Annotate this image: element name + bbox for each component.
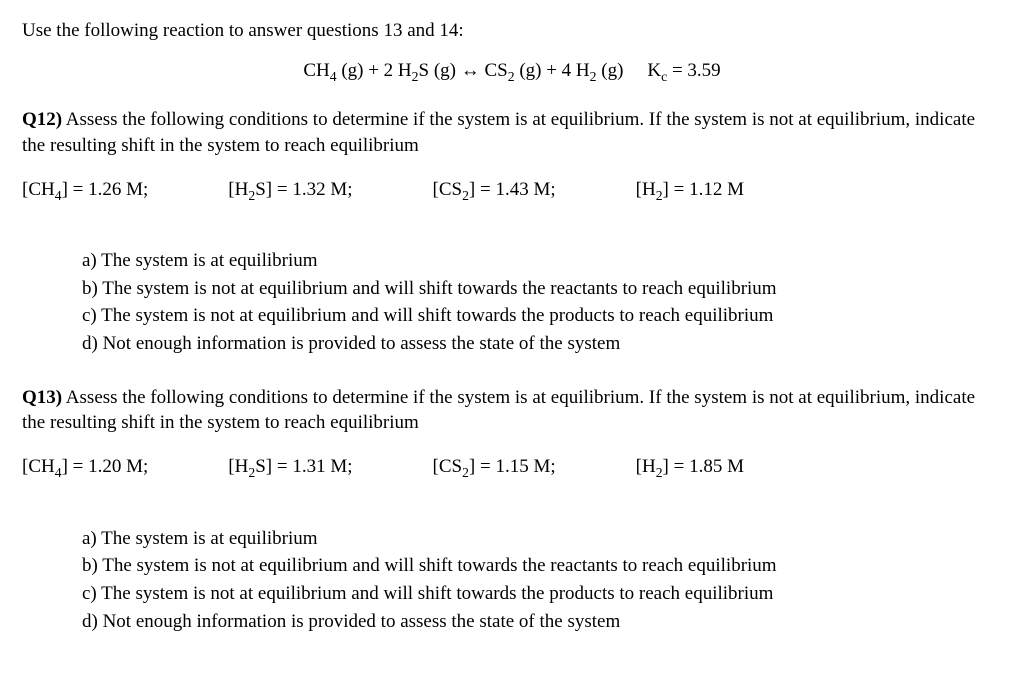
q12-prompt: Q12) Assess the following conditions to … [22, 107, 1002, 158]
conc-ch4: [CH4] = 1.26 M; [22, 177, 148, 203]
conc-cs2: [CS2] = 1.15 M; [433, 454, 556, 480]
eq-part: (g) + 2 H [337, 60, 412, 81]
val: S] = 1.31 M; [255, 456, 352, 477]
lbl: [H [228, 456, 248, 477]
q12-options: a) The system is at equilibrium b) The s… [82, 248, 1002, 357]
lbl-sub: 2 [462, 465, 469, 480]
lbl: [CS [433, 179, 463, 200]
option-a: a) The system is at equilibrium [82, 526, 1002, 552]
eq-part: (g) [597, 60, 624, 81]
lbl: [H [636, 179, 656, 200]
val: ] = 1.26 M; [62, 179, 149, 200]
lbl-sub: 2 [656, 187, 663, 202]
conc-h2: [H2] = 1.12 M [636, 177, 744, 203]
option-c: c) The system is not at equilibrium and … [82, 303, 1002, 329]
val: ] = 1.43 M; [469, 179, 556, 200]
conc-h2s: [H2S] = 1.31 M; [228, 454, 352, 480]
eq-part: CH [303, 60, 329, 81]
q12-concentrations: [CH4] = 1.26 M; [H2S] = 1.32 M; [CS2] = … [22, 177, 1002, 203]
eq-part: (g) + 4 H [515, 60, 590, 81]
lbl-sub: 4 [55, 187, 62, 202]
eq-sub: 2 [590, 68, 597, 83]
lbl: [H [636, 456, 656, 477]
eq-sub: 2 [412, 68, 419, 83]
kc-label: K [647, 60, 661, 81]
eq-sub: 4 [330, 68, 337, 83]
val: ] = 1.12 M [663, 179, 744, 200]
lbl-sub: 2 [656, 465, 663, 480]
q12-text: Assess the following conditions to deter… [22, 109, 975, 156]
lbl-sub: 4 [55, 465, 62, 480]
lbl: [CH [22, 456, 55, 477]
option-d: d) Not enough information is provided to… [82, 331, 1002, 357]
conc-h2: [H2] = 1.85 M [636, 454, 744, 480]
conc-ch4: [CH4] = 1.20 M; [22, 454, 148, 480]
val: ] = 1.85 M [663, 456, 744, 477]
q13-text: Assess the following conditions to deter… [22, 387, 975, 434]
option-c: c) The system is not at equilibrium and … [82, 581, 1002, 607]
reaction-equation: CH4 (g) + 2 H2S (g) ↔ CS2 (g) + 4 H2 (g)… [22, 58, 1002, 84]
lbl: [CS [433, 456, 463, 477]
lbl: [H [228, 179, 248, 200]
val: ] = 1.15 M; [469, 456, 556, 477]
option-b: b) The system is not at equilibrium and … [82, 553, 1002, 579]
q12-number: Q12) [22, 109, 62, 130]
option-b: b) The system is not at equilibrium and … [82, 276, 1002, 302]
q13-prompt: Q13) Assess the following conditions to … [22, 385, 1002, 436]
option-a: a) The system is at equilibrium [82, 248, 1002, 274]
eq-part: S (g) ↔ CS [419, 60, 508, 81]
val: S] = 1.32 M; [255, 179, 352, 200]
conc-h2s: [H2S] = 1.32 M; [228, 177, 352, 203]
q13-concentrations: [CH4] = 1.20 M; [H2S] = 1.31 M; [CS2] = … [22, 454, 1002, 480]
conc-cs2: [CS2] = 1.43 M; [433, 177, 556, 203]
q13-number: Q13) [22, 387, 62, 408]
lbl-sub: 2 [462, 187, 469, 202]
lbl: [CH [22, 179, 55, 200]
q13-options: a) The system is at equilibrium b) The s… [82, 526, 1002, 635]
val: ] = 1.20 M; [62, 456, 149, 477]
eq-sub: 2 [508, 68, 515, 83]
intro-text: Use the following reaction to answer que… [22, 18, 1002, 44]
kc-value: = 3.59 [667, 60, 720, 81]
option-d: d) Not enough information is provided to… [82, 609, 1002, 635]
